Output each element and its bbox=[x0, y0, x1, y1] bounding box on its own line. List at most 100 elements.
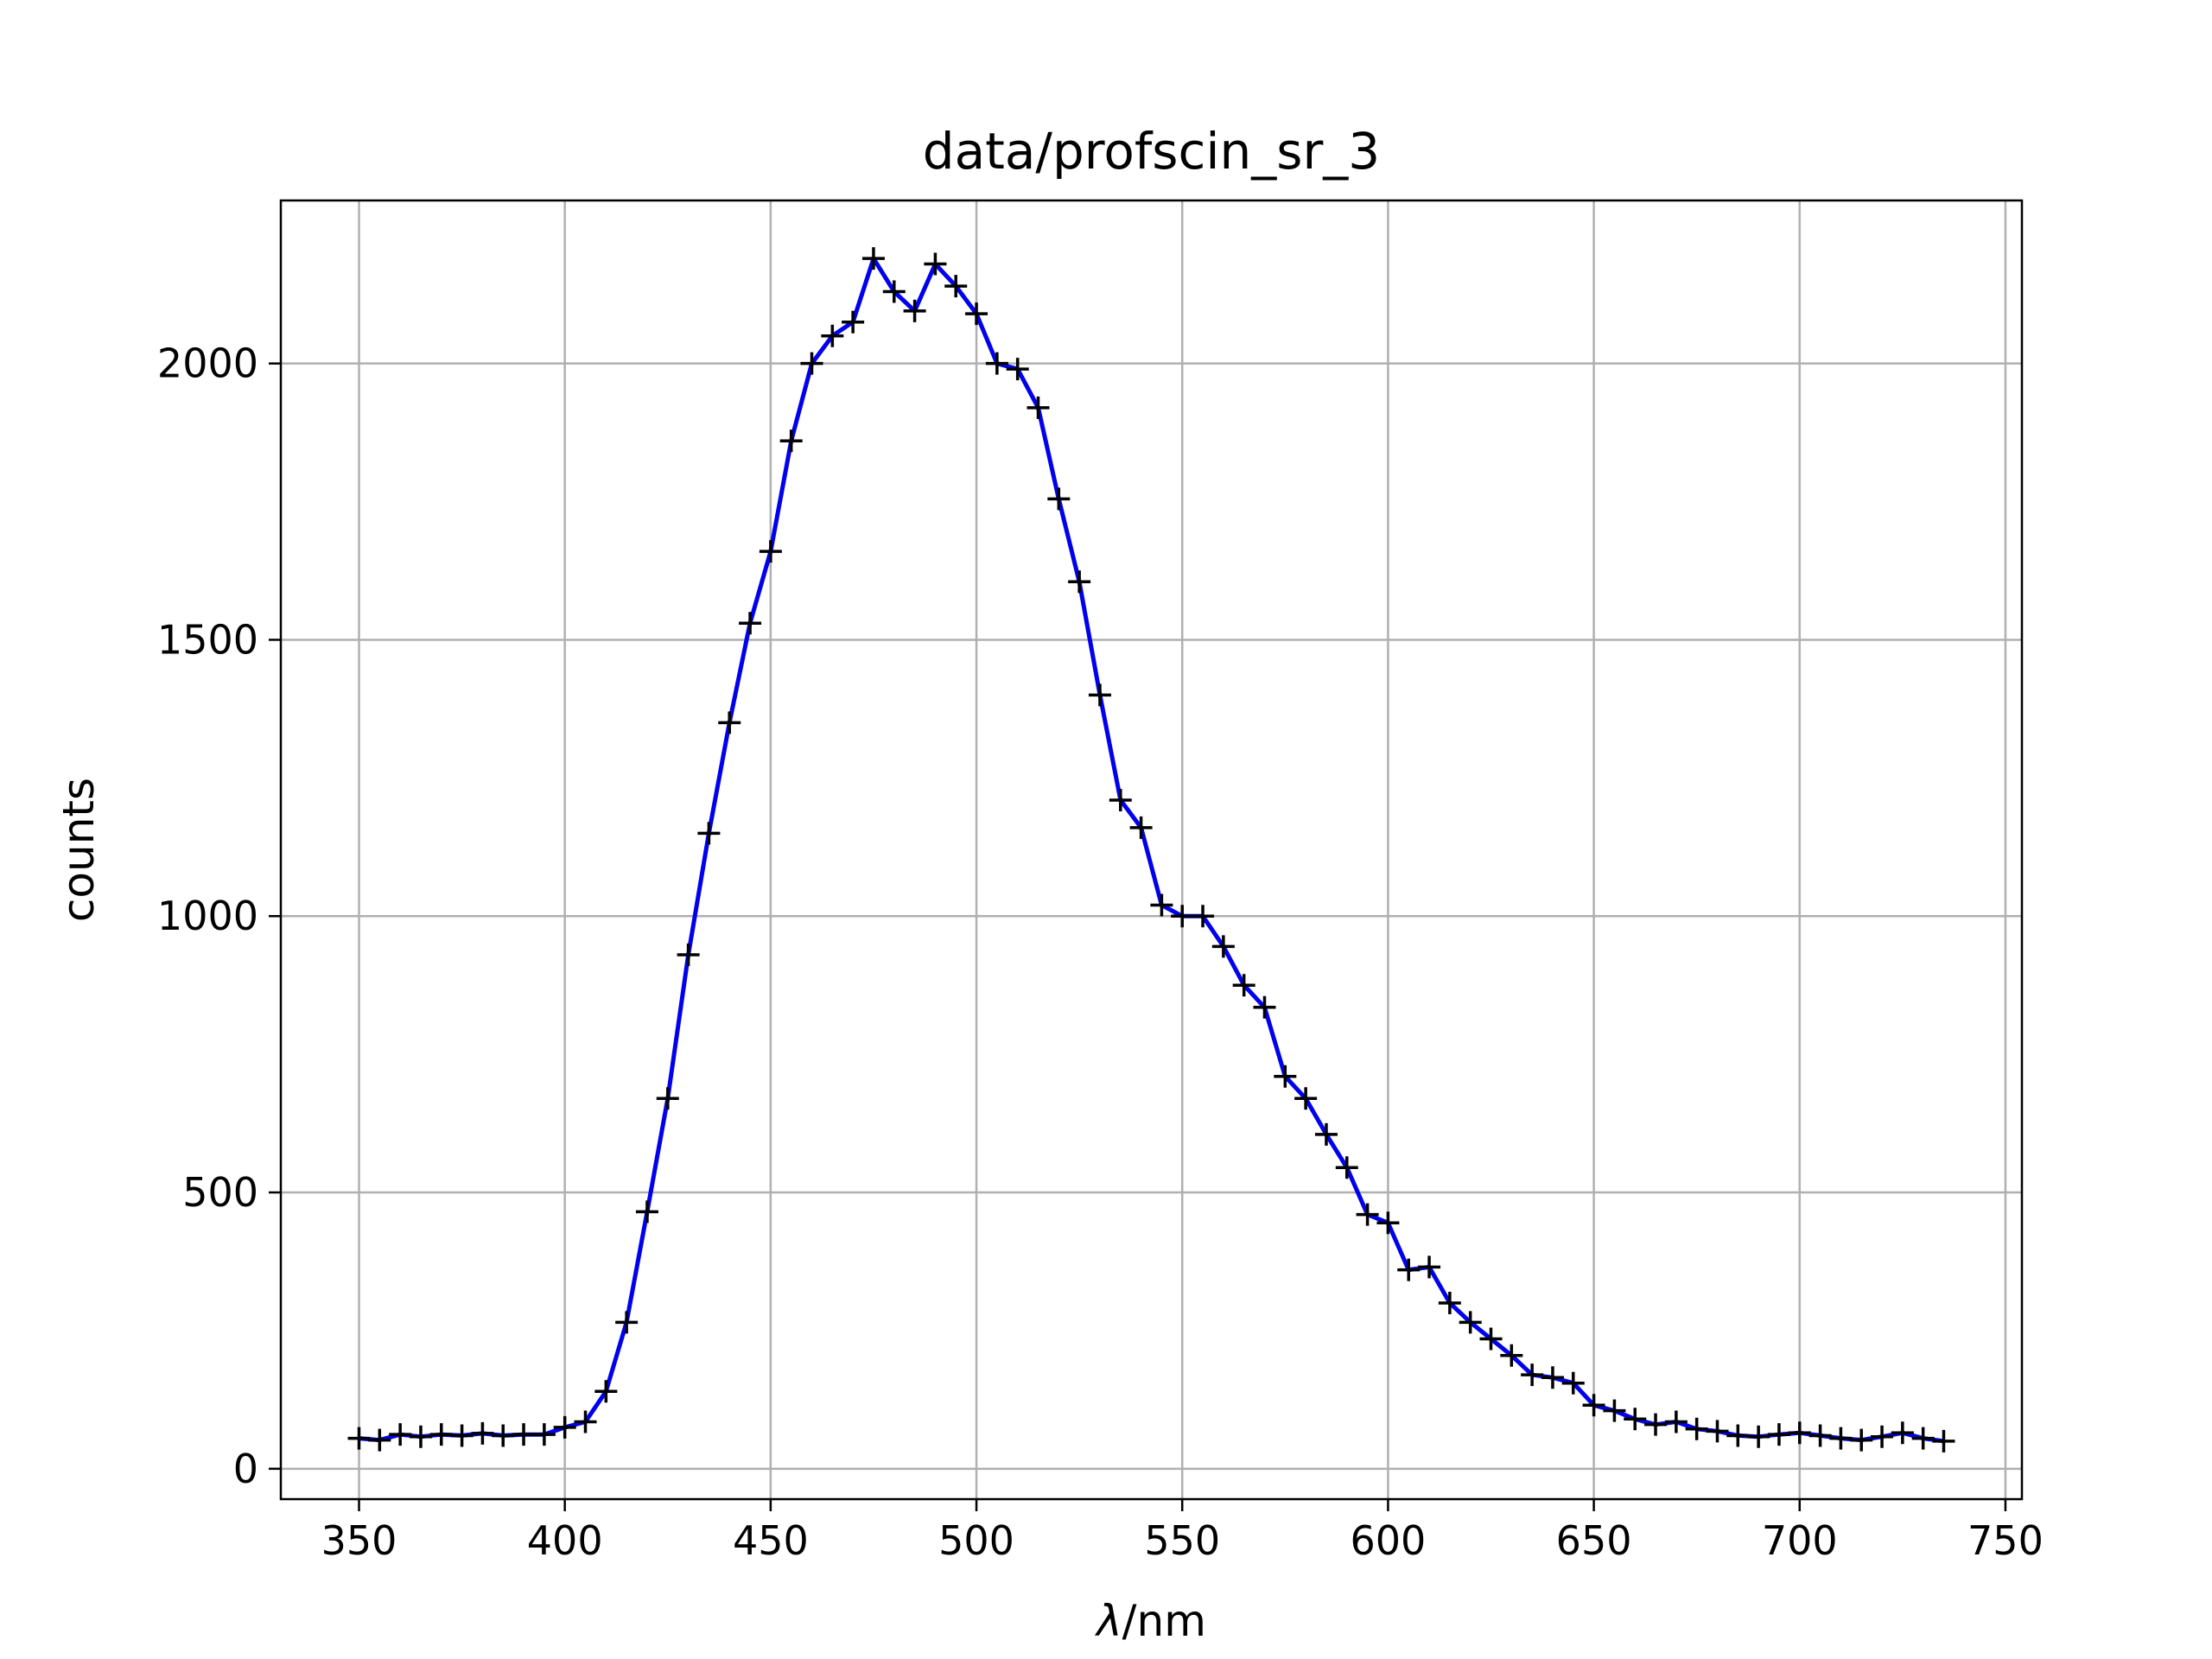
data-point bbox=[1871, 1425, 1894, 1448]
data-point bbox=[1706, 1420, 1729, 1443]
data-point bbox=[409, 1425, 432, 1448]
data-point bbox=[553, 1415, 576, 1439]
data-point bbox=[1088, 683, 1111, 707]
data-point bbox=[882, 280, 906, 303]
x-tick-label: 600 bbox=[1351, 1517, 1427, 1564]
data-point bbox=[1274, 1065, 1297, 1088]
data-point bbox=[1932, 1429, 1955, 1452]
data-point bbox=[1664, 1410, 1688, 1433]
data-point bbox=[1788, 1421, 1811, 1445]
data-point bbox=[429, 1423, 453, 1446]
data-point bbox=[1521, 1363, 1544, 1387]
chart-title: data/profscin_sr_3 bbox=[923, 122, 1380, 181]
data-point bbox=[1068, 570, 1091, 594]
data-point bbox=[697, 822, 721, 845]
data-point bbox=[1376, 1211, 1400, 1235]
data-point bbox=[718, 711, 741, 734]
data-point bbox=[924, 252, 947, 276]
data-point bbox=[471, 1421, 494, 1445]
x-tick-label: 550 bbox=[1144, 1517, 1220, 1564]
y-axis-label: counts bbox=[54, 778, 104, 922]
data-point bbox=[1150, 893, 1173, 917]
data-point bbox=[1911, 1427, 1935, 1450]
data-point bbox=[512, 1423, 536, 1446]
data-point bbox=[821, 324, 844, 347]
data-point bbox=[1314, 1122, 1338, 1146]
data-point bbox=[656, 1087, 679, 1110]
data-point bbox=[615, 1311, 639, 1334]
data-point bbox=[492, 1424, 515, 1447]
y-tick-label: 500 bbox=[182, 1169, 258, 1216]
data-point bbox=[759, 540, 782, 563]
data-point bbox=[1397, 1258, 1421, 1281]
data-point bbox=[1541, 1366, 1564, 1389]
data-point bbox=[1850, 1428, 1873, 1452]
data-point bbox=[1479, 1327, 1503, 1351]
data-point bbox=[1500, 1344, 1523, 1367]
grid-lines bbox=[281, 200, 2022, 1499]
data-point bbox=[1644, 1413, 1668, 1436]
data-point bbox=[739, 612, 762, 635]
x-tick-label: 750 bbox=[1967, 1517, 2044, 1564]
x-tick-label: 700 bbox=[1762, 1517, 1838, 1564]
data-point bbox=[861, 247, 885, 270]
y-tick-label: 1500 bbox=[157, 616, 258, 663]
series-layer bbox=[347, 247, 1955, 1452]
axis-ticks: 350 400 450 500 550 600 650 700 750 0 500 1000 1500 2… bbox=[157, 340, 2044, 1564]
data-point bbox=[1747, 1425, 1770, 1448]
y-tick-label: 0 bbox=[233, 1446, 258, 1492]
data-point bbox=[1192, 905, 1215, 928]
data-point bbox=[1232, 974, 1255, 997]
data-point bbox=[635, 1200, 658, 1224]
x-axis-symbol: λ bbox=[1094, 1596, 1122, 1646]
data-point bbox=[985, 352, 1008, 375]
x-tick-label: 400 bbox=[527, 1517, 603, 1564]
data-point bbox=[574, 1410, 597, 1433]
x-axis-unit: /nm bbox=[1122, 1596, 1206, 1646]
data-point bbox=[1685, 1417, 1708, 1440]
data-point bbox=[1582, 1394, 1605, 1417]
data-point bbox=[1891, 1421, 1914, 1445]
data-point bbox=[1561, 1371, 1585, 1395]
data-point bbox=[1006, 358, 1029, 381]
data-point bbox=[450, 1424, 474, 1447]
x-axis-label: λ/nm bbox=[1094, 1596, 1206, 1646]
data-point bbox=[368, 1428, 391, 1452]
data-point bbox=[594, 1380, 618, 1403]
plot-frame bbox=[279, 199, 2024, 1501]
x-tick-label: 450 bbox=[733, 1517, 809, 1564]
data-point bbox=[1767, 1423, 1790, 1446]
data-point bbox=[1109, 788, 1132, 811]
data-point bbox=[347, 1427, 371, 1450]
data-point bbox=[779, 429, 803, 453]
data-point bbox=[1624, 1408, 1647, 1431]
data-point bbox=[1726, 1424, 1750, 1447]
x-tick-label: 650 bbox=[1556, 1517, 1632, 1564]
data-point bbox=[1459, 1311, 1482, 1334]
x-tick-label: 500 bbox=[938, 1517, 1014, 1564]
data-point bbox=[1027, 396, 1050, 419]
data-point bbox=[1171, 905, 1194, 928]
data-point bbox=[677, 944, 700, 967]
data-point bbox=[1438, 1291, 1461, 1314]
data-point bbox=[944, 275, 968, 298]
data-point bbox=[389, 1423, 412, 1446]
data-point bbox=[1294, 1087, 1318, 1110]
data-point bbox=[903, 299, 926, 322]
data-point bbox=[1356, 1203, 1379, 1226]
data-point bbox=[1603, 1399, 1626, 1422]
data-point bbox=[1047, 487, 1071, 511]
data-point bbox=[532, 1423, 556, 1446]
data-point bbox=[1211, 935, 1235, 958]
x-tick-label: 350 bbox=[321, 1517, 397, 1564]
data-point bbox=[1418, 1255, 1441, 1279]
data-point bbox=[1829, 1427, 1853, 1450]
data-point bbox=[800, 352, 823, 375]
data-point bbox=[965, 302, 988, 326]
y-tick-label: 2000 bbox=[157, 340, 258, 387]
data-point bbox=[1253, 995, 1276, 1019]
data-point bbox=[1129, 816, 1153, 839]
data-point bbox=[1808, 1424, 1832, 1447]
